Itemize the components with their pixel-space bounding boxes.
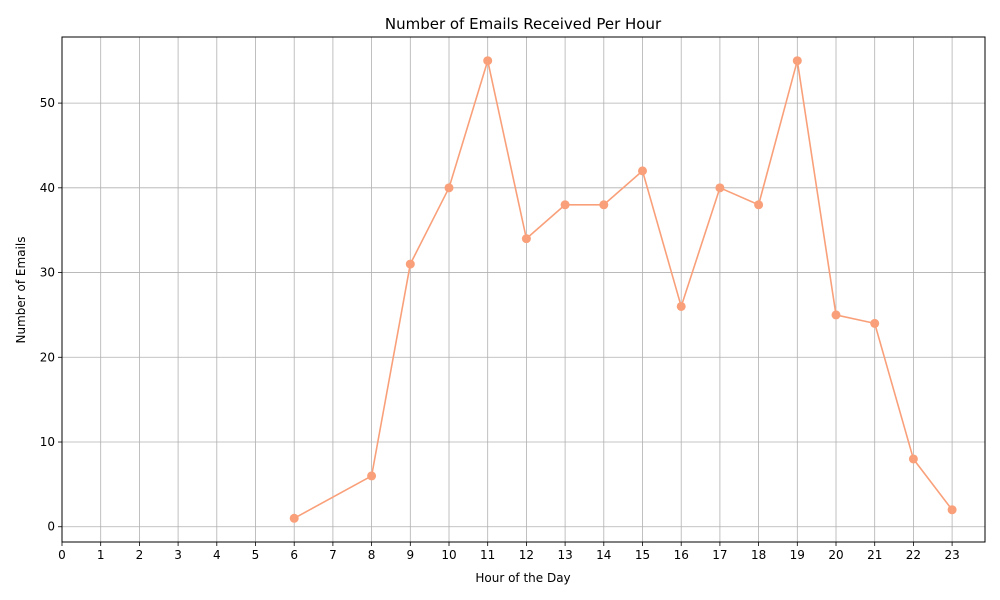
x-tick-label: 10 [441, 548, 456, 562]
data-point [444, 183, 454, 193]
x-tick-label: 0 [58, 548, 66, 562]
x-tick-label: 9 [406, 548, 414, 562]
data-point [483, 56, 493, 66]
grid [61, 37, 985, 542]
data-point [792, 56, 802, 66]
x-tick-label: 6 [290, 548, 298, 562]
y-tick-label: 20 [40, 350, 55, 364]
x-tick-label: 11 [480, 548, 495, 562]
x-tick-label: 19 [790, 548, 805, 562]
x-tick-label: 8 [368, 548, 376, 562]
y-tick-label: 50 [40, 96, 55, 110]
x-tick-label: 14 [596, 548, 611, 562]
y-tick-label: 40 [40, 181, 55, 195]
y-tick-label: 30 [40, 266, 55, 280]
y-axis-label: Number of Emails [14, 237, 28, 344]
data-point [560, 200, 570, 210]
x-tick-label: 1 [97, 548, 105, 562]
data-point [405, 259, 415, 269]
chart-title: Number of Emails Received Per Hour [385, 15, 662, 33]
data-point [831, 310, 841, 320]
y-tick-label: 0 [47, 520, 55, 534]
x-tick-label: 18 [751, 548, 766, 562]
ticks: 0 1 2 3 4 5 6 7 8 9 10 11 12 13 14 15 16 17 18 19 20 21 22 2301… [40, 96, 960, 562]
x-tick-label: 20 [828, 548, 843, 562]
data-point [521, 234, 531, 244]
x-tick-label: 23 [944, 548, 959, 562]
series-line [293, 59, 953, 519]
x-tick-label: 15 [635, 548, 650, 562]
data-point [289, 513, 299, 523]
x-tick-label: 22 [906, 548, 921, 562]
data-point [947, 505, 957, 515]
x-tick-label: 17 [712, 548, 727, 562]
x-tick-label: 13 [557, 548, 572, 562]
data-point [599, 200, 609, 210]
x-tick-label: 12 [519, 548, 534, 562]
series-layer [289, 56, 957, 523]
x-tick-label: 3 [174, 548, 182, 562]
data-point [638, 166, 648, 176]
y-tick-label: 10 [40, 435, 55, 449]
x-tick-label: 2 [136, 548, 144, 562]
x-tick-label: 5 [252, 548, 260, 562]
data-point [367, 471, 377, 481]
data-point [908, 454, 918, 464]
data-point [754, 200, 764, 210]
x-tick-label: 4 [213, 548, 221, 562]
x-tick-label: 7 [329, 548, 337, 562]
data-point [676, 301, 686, 311]
plot-frame [61, 36, 986, 543]
data-point [715, 183, 725, 193]
x-tick-label: 21 [867, 548, 882, 562]
x-axis-label: Hour of the Day [475, 571, 570, 585]
data-point [870, 318, 880, 328]
x-tick-label: 16 [674, 548, 689, 562]
